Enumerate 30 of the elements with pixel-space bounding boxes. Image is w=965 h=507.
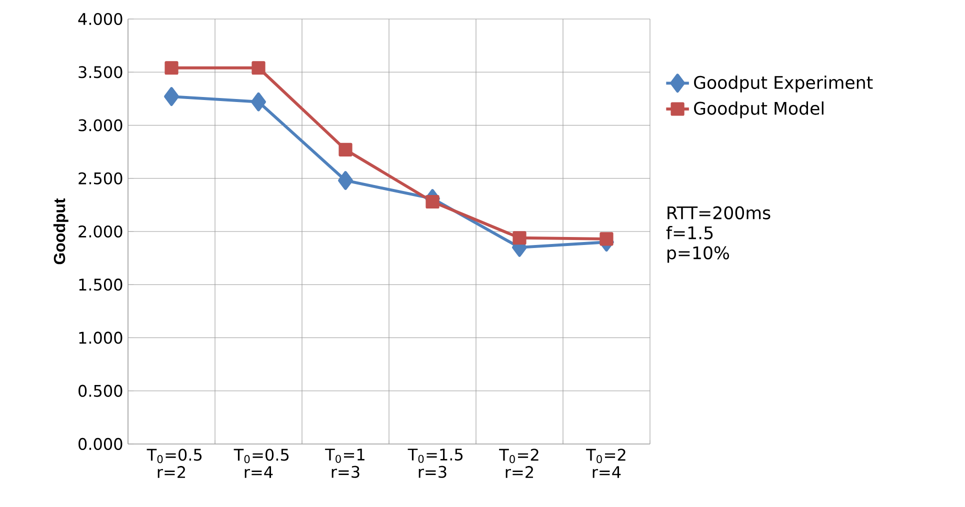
y-tick-label: 3.000 bbox=[78, 119, 122, 132]
x-tick-label: T$_{0}$=2 r=2 bbox=[499, 448, 538, 478]
point bbox=[252, 61, 266, 75]
point bbox=[426, 194, 440, 209]
point bbox=[164, 87, 179, 106]
y-tick-label: 1.500 bbox=[79, 278, 122, 291]
point bbox=[251, 92, 266, 112]
text: RTT=200ms bbox=[668, 206, 770, 220]
y-tick-label: 1.000 bbox=[79, 332, 122, 344]
y-tick-label: 3.500 bbox=[78, 66, 122, 78]
x-tick-label: T$_{0}$=0.5 r=2 bbox=[146, 448, 202, 478]
x-tick-label: T$_{0}$=2 r=4 bbox=[586, 448, 626, 478]
point bbox=[164, 61, 178, 75]
legend-label: Goodput Model bbox=[694, 101, 824, 118]
y-tick-label: 2.500 bbox=[78, 172, 122, 184]
legend-label: Goodput Experiment bbox=[694, 76, 873, 92]
y-tick-label: 0.000 bbox=[78, 438, 122, 450]
point bbox=[338, 142, 352, 156]
x-tick-label: T$_{0}$=0.5 r=4 bbox=[234, 448, 289, 478]
y-axis-title: Goodput bbox=[53, 198, 68, 264]
point bbox=[600, 232, 614, 246]
x-tick-label: T$_{0}$=1 r=3 bbox=[325, 448, 364, 478]
y-tick-label: 4.000 bbox=[78, 12, 122, 26]
text: f=1.5 bbox=[666, 226, 713, 240]
point bbox=[338, 171, 353, 190]
point bbox=[512, 231, 526, 245]
text: p=10% bbox=[667, 246, 730, 263]
x-tick-label: T$_{0}$=1.5 r=3 bbox=[408, 448, 463, 478]
y-tick-label: 0.500 bbox=[78, 384, 122, 397]
y-tick-label: 2.000 bbox=[78, 225, 122, 238]
